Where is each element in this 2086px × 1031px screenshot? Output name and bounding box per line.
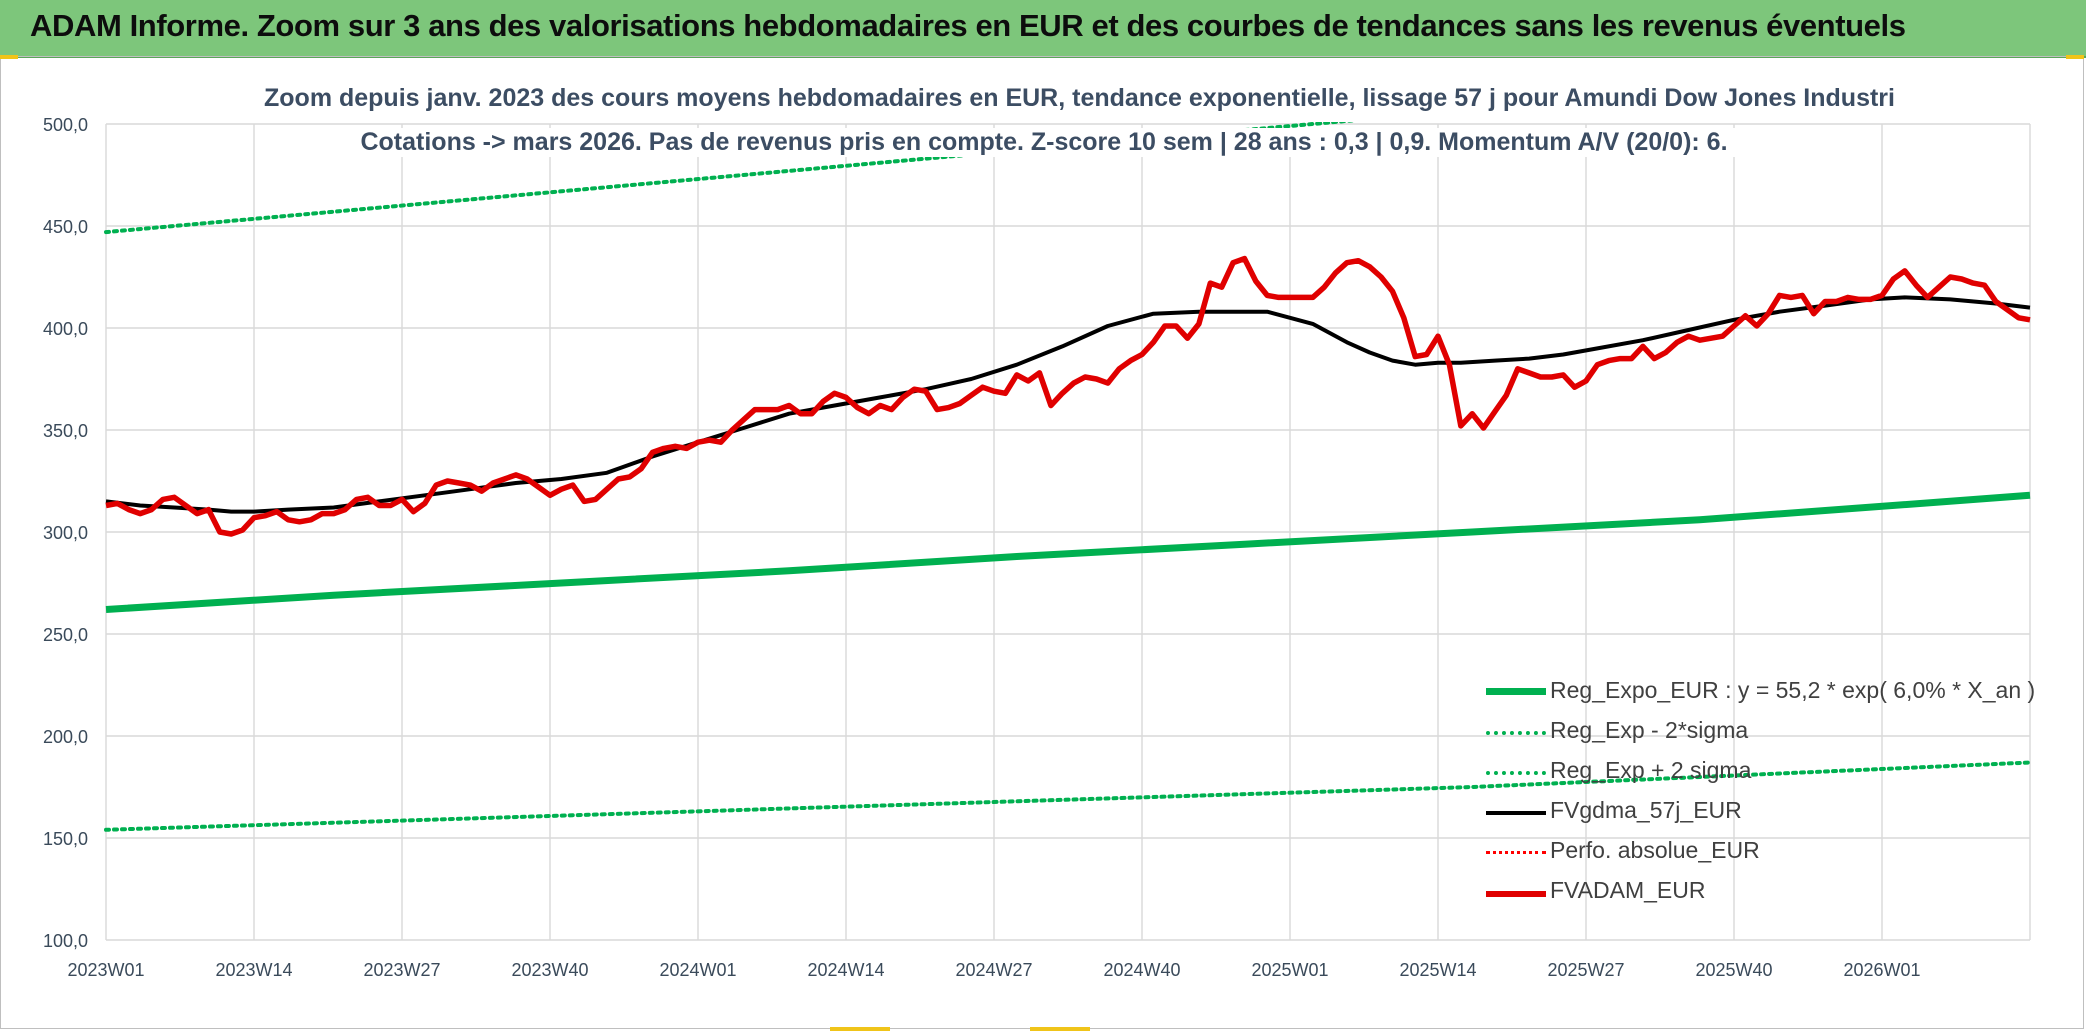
- legend-item-perfo[interactable]: Perfo. absolue_EUR: [1480, 832, 2040, 872]
- x-tick-label: 2025W14: [1399, 960, 1476, 980]
- legend-item-reg-plus[interactable]: Reg_Exp + 2 sigma: [1480, 752, 2040, 792]
- x-tick-label: 2023W01: [67, 960, 144, 980]
- y-tick-label: 450,0: [43, 217, 88, 237]
- chart-legend: Reg_Expo_EUR : y = 55,2 * exp( 6,0% * X_…: [1480, 672, 2040, 912]
- x-tick-label: 2024W14: [807, 960, 884, 980]
- chart-subtitle: Cotations -> mars 2026. Pas de revenus p…: [264, 128, 1824, 157]
- y-tick-label: 500,0: [43, 115, 88, 135]
- series-lines: [104, 122, 2032, 832]
- legend-item-fvadam[interactable]: FVADAM_EUR: [1480, 872, 2040, 912]
- y-tick-label: 150,0: [43, 829, 88, 849]
- legend-item-reg-minus[interactable]: Reg_Exp - 2*sigma: [1480, 712, 2040, 752]
- x-tick-label: 2025W01: [1251, 960, 1328, 980]
- y-tick-label: 200,0: [43, 727, 88, 747]
- y-axis-ticks: 100,0 150,0 200,0 250,0 300,0 350,0 400,0 450,0…: [43, 115, 88, 951]
- y-tick-label: 100,0: [43, 931, 88, 951]
- legend-label-reg-expo: Reg_Expo_EUR : y = 55,2 * exp( 6,0% * X_…: [1550, 677, 2036, 703]
- series-line-reg-expo: [105, 491, 2031, 613]
- x-tick-label: 2026W01: [1843, 960, 1920, 980]
- series-line-fvgdma: [105, 295, 2031, 514]
- legend-swatch-fvadam: [1486, 891, 1546, 897]
- y-tick-label: 250,0: [43, 625, 88, 645]
- legend-label-perfo: Perfo. absolue_EUR: [1550, 837, 1760, 863]
- legend-swatch-perfo: [1486, 851, 1546, 854]
- legend-swatch-fvgdma: [1486, 811, 1546, 815]
- legend-label-reg-minus: Reg_Exp - 2*sigma: [1550, 717, 1749, 743]
- gridlines: [105, 123, 2031, 941]
- x-tick-label: 2025W40: [1695, 960, 1772, 980]
- legend-label-fvadam: FVADAM_EUR: [1550, 877, 1706, 903]
- x-tick-label: 2024W40: [1103, 960, 1180, 980]
- report-title: ADAM Informe. Zoom sur 3 ans des valoris…: [30, 8, 1906, 43]
- legend-swatch-reg-expo: [1486, 688, 1546, 695]
- legend-item-fvgdma[interactable]: FVgdma_57j_EUR: [1480, 792, 2040, 832]
- legend-swatch-reg-minus: [1486, 731, 1546, 735]
- corner-mark-bottom-right: [1030, 1027, 1090, 1031]
- x-tick-label: 2024W27: [955, 960, 1032, 980]
- corner-mark-top-right: [2066, 55, 2084, 59]
- x-tick-label: 2023W14: [215, 960, 292, 980]
- x-tick-label: 2023W40: [511, 960, 588, 980]
- legend-label-reg-plus: Reg_Exp + 2 sigma: [1550, 757, 1752, 783]
- x-tick-label: 2025W27: [1547, 960, 1624, 980]
- x-tick-label: 2024W01: [659, 960, 736, 980]
- legend-swatch-reg-plus: [1486, 771, 1546, 775]
- legend-label-fvgdma: FVgdma_57j_EUR: [1550, 797, 1742, 823]
- y-tick-label: 400,0: [43, 319, 88, 339]
- corner-mark-top-left: [0, 55, 18, 59]
- report-banner: ADAM Informe. Zoom sur 3 ans des valoris…: [0, 0, 2086, 58]
- corner-mark-bottom-left: [830, 1027, 890, 1031]
- series-line-reg-minus: [104, 760, 2032, 832]
- x-axis-ticks: 2023W01 2023W14 2023W27 2023W40 2024W01 2024W…: [67, 960, 1920, 980]
- x-tick-label: 2023W27: [363, 960, 440, 980]
- y-tick-label: 300,0: [43, 523, 88, 543]
- y-tick-label: 350,0: [43, 421, 88, 441]
- chart-title: Zoom depuis janv. 2023 des cours moyens …: [264, 84, 1895, 113]
- series-line-fvadam: [105, 255, 2031, 537]
- legend-item-reg-expo[interactable]: Reg_Expo_EUR : y = 55,2 * exp( 6,0% * X_…: [1480, 672, 2040, 712]
